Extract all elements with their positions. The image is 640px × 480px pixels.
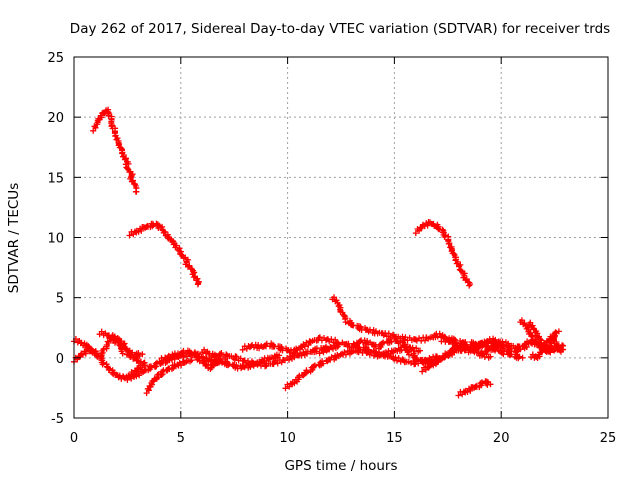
- y-tick-label: 5: [56, 292, 64, 307]
- plus-markers: [90, 106, 140, 195]
- data-segment-14: [348, 335, 423, 355]
- data-segment-10: [199, 346, 225, 361]
- y-tick-label: 10: [47, 232, 64, 247]
- data-segment-1: [126, 220, 202, 288]
- chart-title: Day 262 of 2017, Sidereal Day-to-day VTE…: [70, 21, 610, 37]
- data-segment-13: [316, 339, 441, 368]
- y-tick-label: -5: [51, 412, 64, 427]
- plus-markers: [239, 334, 340, 357]
- data-segment-9: [156, 347, 283, 372]
- data-segment-2: [412, 219, 474, 289]
- y-tick-label: 15: [47, 171, 64, 186]
- x-axis-label: GPS time / hours: [284, 458, 397, 474]
- plus-markers: [455, 378, 494, 399]
- data-segment-0: [90, 106, 140, 195]
- data-segment-21: [528, 332, 564, 361]
- plus-markers: [126, 220, 202, 288]
- plus-markers: [412, 219, 474, 289]
- plus-markers: [143, 357, 195, 397]
- y-tick-label: 25: [47, 51, 64, 66]
- plus-markers: [348, 335, 423, 355]
- x-tick-label: 5: [177, 431, 185, 446]
- x-tick-label: 10: [279, 431, 296, 446]
- y-axis-label: SDTVAR / TECUs: [6, 183, 22, 293]
- plus-markers: [316, 339, 441, 368]
- y-tick-label: 20: [47, 111, 64, 126]
- data-segment-11: [239, 334, 340, 357]
- plus-markers: [156, 347, 283, 372]
- x-tick-label: 15: [386, 431, 403, 446]
- data-segment-6: [96, 328, 146, 360]
- x-tick-label: 25: [600, 431, 617, 446]
- data-points: [71, 106, 567, 399]
- x-tick-label: 20: [493, 431, 510, 446]
- data-segment-8: [143, 357, 195, 397]
- data-segment-17: [455, 378, 494, 399]
- plus-markers: [96, 328, 146, 360]
- plus-markers: [199, 346, 225, 361]
- plus-markers: [528, 332, 564, 361]
- x-tick-label: 0: [70, 431, 78, 446]
- axis-ticks: 0 5 10 15 20 25 -5 0 5 10 15 20 25: [47, 51, 616, 446]
- y-tick-label: 0: [56, 352, 64, 367]
